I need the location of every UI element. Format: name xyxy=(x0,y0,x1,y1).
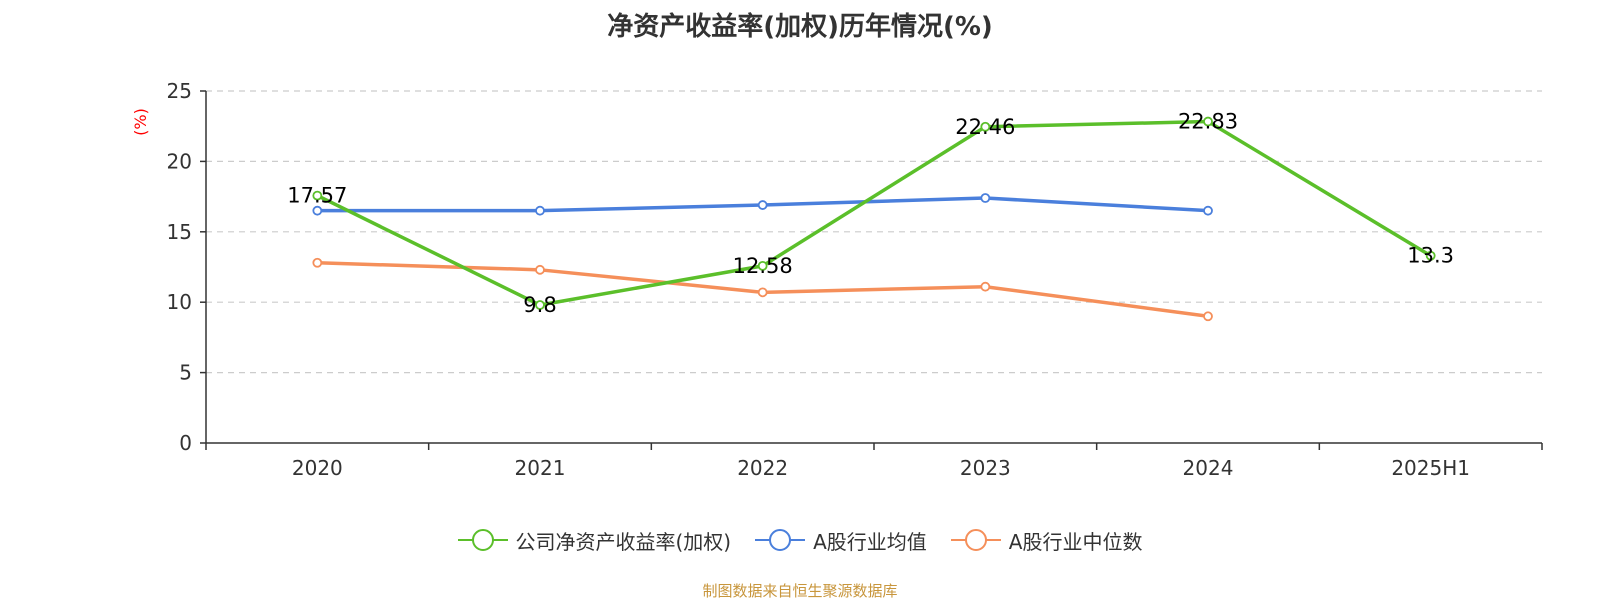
data-point xyxy=(980,121,991,132)
data-point xyxy=(1203,116,1213,127)
data-point xyxy=(312,205,323,216)
series-1 xyxy=(312,193,1213,216)
data-label: 22.83 xyxy=(1178,110,1238,134)
data-label: 22.46 xyxy=(955,115,1015,139)
y-tick-label: 5 xyxy=(179,361,192,385)
chart-title: 净资产收益率(加权)历年情况(%) xyxy=(607,12,993,42)
legend-item[interactable]: 公司净资产收益率(加权) xyxy=(457,526,732,555)
x-tick-label: 2022 xyxy=(737,456,788,480)
x-tick-label: 2021 xyxy=(515,456,566,480)
y-tick-label: 15 xyxy=(167,220,192,244)
x-tick-label: 2023 xyxy=(960,456,1011,480)
x-tick-label: 2024 xyxy=(1183,456,1234,480)
series-0 xyxy=(312,116,1436,310)
legend-item[interactable]: A股行业均值 xyxy=(755,526,927,555)
data-source-footer: 制图数据来自恒生聚源数据库 xyxy=(702,582,898,600)
data-point xyxy=(535,264,545,275)
data-label: 9.8 xyxy=(523,293,556,317)
y-tick-label: 0 xyxy=(179,431,192,455)
data-point xyxy=(757,260,768,271)
data-label: 12.58 xyxy=(733,254,793,278)
data-point xyxy=(980,193,991,203)
series xyxy=(312,116,1436,322)
data-point xyxy=(535,205,545,216)
y-tick-label: 25 xyxy=(167,79,192,103)
data-point xyxy=(312,190,323,201)
data-point xyxy=(980,281,991,292)
legend-label: 公司净资产收益率(加权) xyxy=(515,529,732,554)
y-axis-label: (%) xyxy=(131,108,150,136)
y-tick-label: 20 xyxy=(167,149,192,173)
legend-line-circle-icon xyxy=(755,529,806,551)
legend-line-circle-icon xyxy=(950,529,1001,551)
legend-line-circle-icon xyxy=(457,529,508,551)
data-point xyxy=(757,287,768,298)
legend-label: A股行业中位数 xyxy=(1008,529,1143,554)
data-label: 13.3 xyxy=(1407,244,1454,268)
data-label: 17.57 xyxy=(287,184,347,208)
x-tick-label: 2020 xyxy=(292,456,343,480)
data-point xyxy=(757,200,768,210)
y-tick-label: 10 xyxy=(167,290,192,314)
legend-label: A股行业均值 xyxy=(813,529,927,554)
legend: 公司净资产收益率(加权) A股行业均值 A股行业中位数 xyxy=(0,522,1600,558)
data-labels: 17.57 9.8 12.58 22.46 22.83 13.3 xyxy=(287,110,1454,317)
legend-item[interactable]: A股行业中位数 xyxy=(950,526,1143,555)
data-point xyxy=(535,300,545,310)
axes: 0 5 10 15 20 25 2020 2021 2022 2023 2024 2025H1 xyxy=(167,79,1543,480)
data-point xyxy=(1203,205,1213,216)
data-point xyxy=(1425,250,1436,261)
data-point xyxy=(1203,311,1213,322)
series-line xyxy=(316,119,1432,307)
grid-lines xyxy=(206,90,1542,374)
x-tick-label: 2025H1 xyxy=(1391,456,1470,480)
data-point xyxy=(312,257,323,268)
